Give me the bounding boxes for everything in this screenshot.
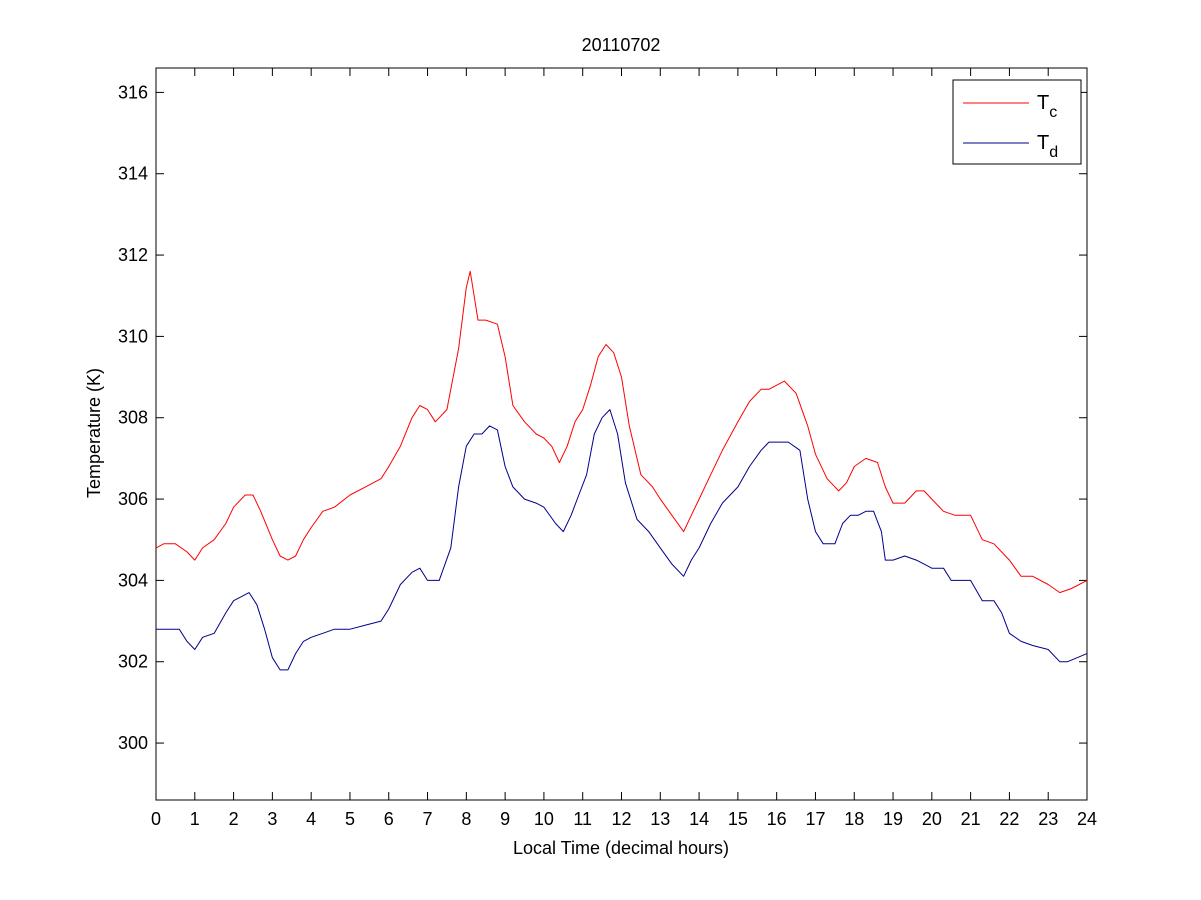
x-tick-label: 2 <box>229 809 239 829</box>
series-line-td <box>156 409 1088 671</box>
legend-box <box>952 79 1082 165</box>
x-tick-label: 18 <box>844 809 864 829</box>
y-tick-label: 310 <box>118 326 148 346</box>
y-tick-label: 314 <box>118 164 148 184</box>
x-tick-label: 11 <box>573 809 592 829</box>
x-tick-label: 10 <box>534 809 554 829</box>
y-tick-label: 316 <box>118 82 148 102</box>
series-line-tc <box>155 270 1088 594</box>
x-tick-label: 19 <box>883 809 903 829</box>
x-tick-label: 9 <box>500 809 510 829</box>
x-tick-label: 20 <box>922 809 942 829</box>
legend-entry-label: Td <box>1037 132 1058 161</box>
x-tick-label: 5 <box>345 809 355 829</box>
legend: Tc Td <box>952 79 1082 165</box>
x-tick-label: 1 <box>190 809 200 829</box>
y-axis-label: Temperature (K) <box>84 368 104 498</box>
y-tick-label: 312 <box>118 245 148 265</box>
x-tick-label: 4 <box>306 809 316 829</box>
chart-title: 20110702 <box>582 35 661 55</box>
x-tick-label: 13 <box>650 809 670 829</box>
x-tick-label: 16 <box>767 809 787 829</box>
x-tick-label: 17 <box>805 809 825 829</box>
x-tick-label: 24 <box>1077 809 1097 829</box>
x-tick-label: 12 <box>611 809 631 829</box>
axis-ticks: 0 1 2 3 4 5 6 7 8 9 10 11 12 13 14 15 16 17 18 19 20 21 22 23 24… <box>118 68 1097 829</box>
x-tick-label: 3 <box>267 809 277 829</box>
series-lines <box>155 270 1088 671</box>
x-tick-label: 22 <box>999 809 1019 829</box>
x-tick-label: 21 <box>961 809 981 829</box>
plot-area <box>155 67 1088 801</box>
legend-entry-label: Tc <box>1037 92 1057 121</box>
y-tick-label: 306 <box>118 489 148 509</box>
x-tick-label: 23 <box>1038 809 1058 829</box>
x-tick-label: 6 <box>384 809 394 829</box>
x-tick-label: 14 <box>689 809 709 829</box>
x-tick-label: 15 <box>728 809 748 829</box>
x-axis-label: Local Time (decimal hours) <box>513 838 729 858</box>
x-tick-label: 0 <box>151 809 161 829</box>
x-tick-label: 8 <box>461 809 471 829</box>
y-tick-label: 308 <box>118 408 148 428</box>
y-tick-label: 302 <box>118 652 148 672</box>
y-tick-label: 300 <box>118 733 148 753</box>
x-tick-label: 7 <box>423 809 433 829</box>
y-tick-label: 304 <box>118 570 148 590</box>
